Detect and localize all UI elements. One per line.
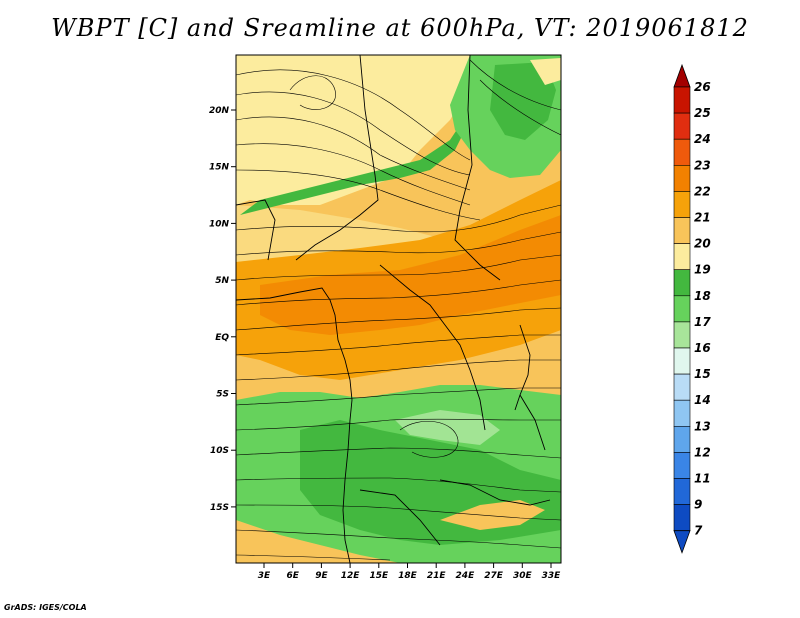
colorbar-segment <box>673 165 691 192</box>
colorbar-label: 7 <box>694 524 703 538</box>
colorbar-label: 25 <box>694 106 711 120</box>
colorbar-label: 12 <box>694 445 711 459</box>
lat-tick-label: 10S <box>210 446 229 456</box>
colorbar-label: 11 <box>694 472 711 486</box>
lon-tick-label: 15E <box>369 571 389 581</box>
colorbar-label: 17 <box>694 315 711 329</box>
colorbar-segment <box>673 373 691 401</box>
lat-tick-label: 15N <box>209 163 230 173</box>
colorbar-segment <box>673 452 691 479</box>
colorbar-label: 14 <box>694 393 711 407</box>
wbpt-fill-20 <box>236 520 400 563</box>
colorbar-label: 20 <box>694 237 711 251</box>
lon-tick-label: 27E <box>484 571 504 581</box>
colorbar-segment <box>673 321 691 349</box>
map-title: WBPT [C] and Sreamline at 600hPa, VT: 20… <box>51 14 749 42</box>
footer-credit: GrADS: IGES/COLA <box>4 603 87 612</box>
colorbar-label: 21 <box>694 211 711 225</box>
lon-tick-label: 6E <box>286 571 299 581</box>
colorbar-segment <box>673 478 691 505</box>
colorbar-segment <box>673 138 691 166</box>
lon-tick-label: 3E <box>258 571 271 581</box>
lat-tick-label: 10N <box>209 219 230 229</box>
colorbar-top-arrow <box>673 63 691 88</box>
colorbar-label: 9 <box>694 498 702 512</box>
colorbar-segment <box>673 425 691 453</box>
colorbar-segment <box>673 269 691 297</box>
longitude-axis: 3E 6E 9E 12E 15E 18E 21E 24E 27E 30E 33E <box>258 563 561 581</box>
lon-tick-label: 33E <box>542 571 562 581</box>
map-frame <box>235 54 562 564</box>
wbpt-fill-18 <box>240 100 480 215</box>
colorbar-label: 13 <box>694 419 711 433</box>
lat-tick-label: 5S <box>216 390 229 400</box>
lon-tick-label: 9E <box>315 571 328 581</box>
lon-tick-label: 30E <box>513 571 533 581</box>
colorbar-segment <box>673 217 691 244</box>
wbpt-fill-19 <box>236 55 470 205</box>
colorbar-bottom-arrow <box>673 530 691 554</box>
wbpt-fill-16 <box>395 410 500 445</box>
lon-tick-label: 18E <box>398 571 418 581</box>
lon-tick-label: 21E <box>427 571 447 581</box>
lon-tick-label: 12E <box>341 571 361 581</box>
lon-tick-label: 24E <box>456 571 476 581</box>
colorbar-segment <box>673 347 691 375</box>
colorbar-label: 19 <box>694 263 711 277</box>
lat-tick-label: 20N <box>209 106 230 116</box>
wbpt-fill-18 <box>490 62 556 140</box>
wbpt-fill-20 <box>440 500 545 530</box>
colorbar-label: 23 <box>694 158 711 172</box>
colorbar-segment <box>673 295 691 323</box>
lat-tick-label: EQ <box>215 333 229 343</box>
colorbar-label: 15 <box>694 367 711 381</box>
colorbar-segment <box>673 399 691 427</box>
wbpt-fill-19 <box>530 58 561 85</box>
streamlines <box>236 59 561 561</box>
colorbar-label: 16 <box>694 341 711 355</box>
colorbar-label: 24 <box>694 132 711 146</box>
colorbar-segment <box>673 243 691 271</box>
colorbar-label: 18 <box>694 289 711 303</box>
colorbar-segment <box>673 112 691 140</box>
lat-tick-label: 15S <box>210 503 229 513</box>
latitude-axis: 20N 15N 10N 5N EQ 5S 10S 15S <box>209 106 236 513</box>
colorbar-segment <box>673 86 691 114</box>
wbpt-fill-22 <box>260 215 561 335</box>
colorbar-label: 26 <box>694 80 711 94</box>
colorbar: 26 25 24 23 22 21 20 19 18 17 16 15 14 13 12 11 9 7 <box>673 63 711 554</box>
coastlines-borders <box>236 55 551 563</box>
colorbar-segment <box>673 191 691 218</box>
lat-tick-label: 5N <box>215 276 229 286</box>
colorbar-segment <box>673 504 691 532</box>
map-panel <box>236 55 561 563</box>
colorbar-label: 22 <box>694 184 711 198</box>
